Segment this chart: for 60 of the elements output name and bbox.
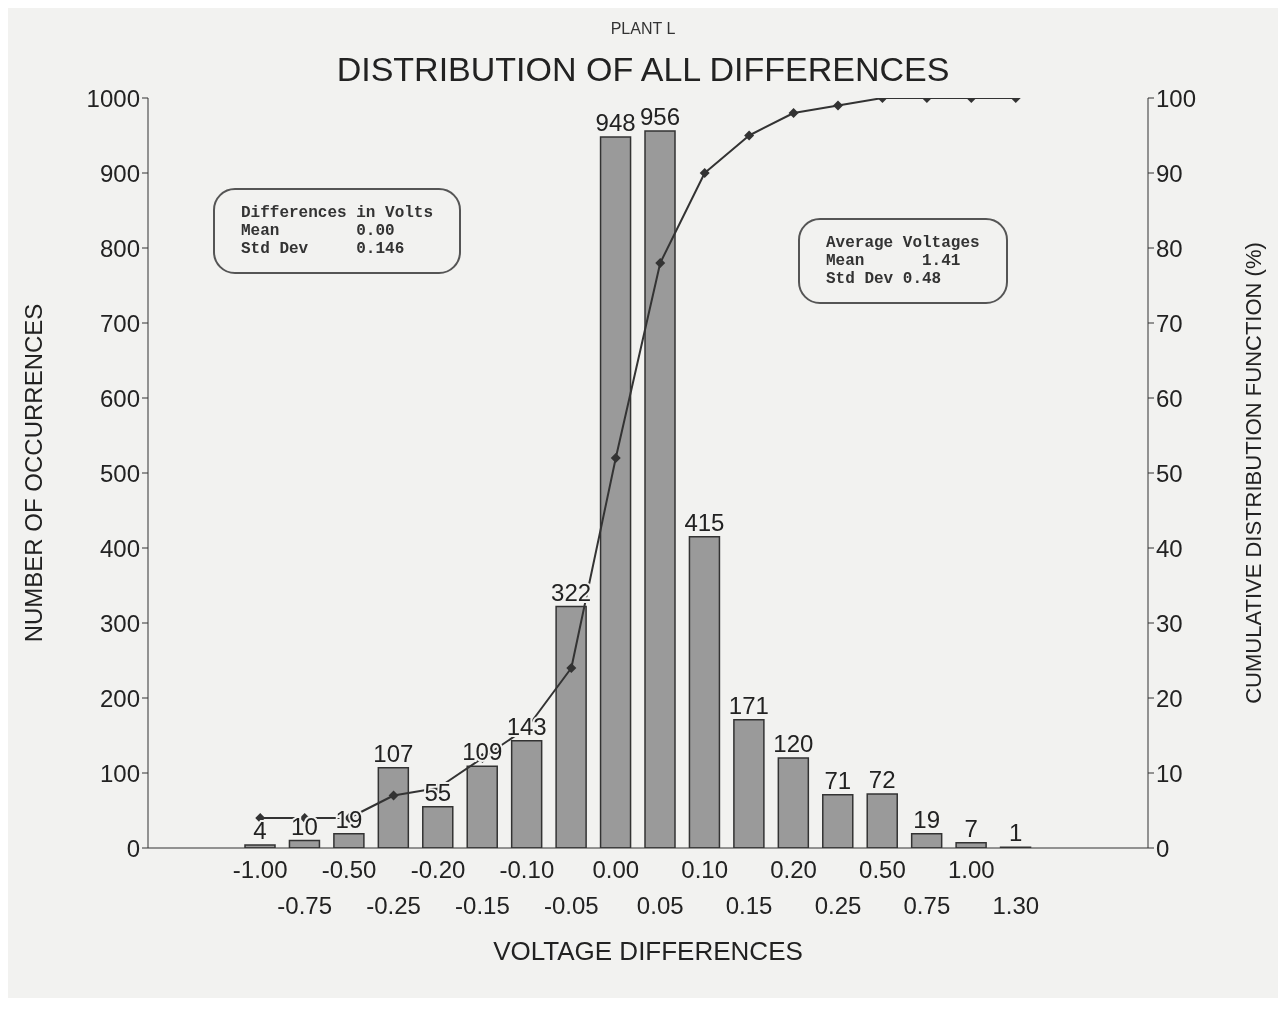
data-label: 71 — [824, 766, 852, 794]
y-tick-label: 300 — [99, 609, 140, 637]
x-tick-label: 0.25 — [814, 892, 862, 919]
y-tick-label: 900 — [99, 159, 140, 187]
x-tick-label: 0.50 — [859, 856, 906, 883]
y2-tick-label: 40 — [1156, 534, 1183, 562]
y2-tick-label: 90 — [1156, 159, 1183, 187]
data-label: 10 — [291, 812, 318, 840]
y-tick-label: 0 — [126, 834, 140, 862]
y-axis-title: NUMBER OF OCCURRENCES — [19, 303, 47, 643]
data-label: 19 — [913, 805, 941, 833]
x-tick-label: -0.25 — [366, 892, 421, 919]
data-label: 415 — [684, 508, 725, 536]
data-label: 120 — [773, 730, 814, 757]
y-tick-label: 600 — [99, 384, 140, 412]
data-label: 956 — [639, 103, 681, 130]
x-tick-label: -0.20 — [410, 856, 466, 883]
rounded-text-box: Average Voltages Mean 1.41 Std Dev 0.48 — [798, 218, 1008, 304]
y2-tick-label: 60 — [1156, 384, 1183, 412]
x-tick-label: 1.00 — [947, 856, 995, 883]
data-label: 4 — [253, 817, 267, 844]
y-tick-label: 700 — [99, 309, 140, 337]
y-tick-label: 1000 — [86, 84, 140, 112]
y-tick-label: 800 — [99, 234, 140, 262]
x-tick-label: 0.75 — [903, 892, 951, 919]
y2-tick-label: 20 — [1156, 684, 1183, 712]
y2-tick-label: 50 — [1156, 459, 1183, 487]
y-tick-label: 400 — [99, 534, 140, 562]
data-label: 107 — [373, 739, 414, 767]
data-label: 948 — [595, 109, 636, 136]
y-tick-label: 100 — [99, 759, 140, 787]
x-tick-label: 0.00 — [592, 856, 640, 883]
data-label: 72 — [868, 766, 896, 793]
y-tick-label: 500 — [99, 459, 140, 487]
x-tick-label: -0.15 — [455, 892, 510, 919]
chart-subtitle: PLANT L — [609, 20, 677, 38]
x-tick-label: 1.30 — [992, 892, 1040, 919]
x-tick-label: -0.50 — [321, 856, 377, 883]
x-tick-label: -0.75 — [277, 892, 333, 919]
x-tick-label: 0.10 — [681, 856, 729, 883]
x-tick-label: 0.15 — [725, 892, 773, 919]
data-label: 7 — [964, 814, 978, 842]
data-label: 1 — [1008, 819, 1023, 847]
y2-tick-label: 80 — [1156, 234, 1183, 262]
chart-title: DISTRIBUTION OF ALL DIFFERENCES — [336, 50, 950, 88]
x-tick-label: 0.20 — [770, 856, 817, 883]
y2-tick-label: 70 — [1156, 309, 1183, 337]
y2-tick-label: 30 — [1156, 609, 1183, 637]
y-tick-label: 200 — [99, 684, 140, 712]
x-tick-label: -0.05 — [543, 892, 599, 919]
y2-tick-label: 100 — [1156, 84, 1197, 112]
y2-tick-label: 10 — [1156, 759, 1183, 787]
y2-tick-label: 0 — [1156, 834, 1170, 862]
x-tick-label: 0.05 — [636, 892, 684, 919]
x-tick-label: -1.00 — [232, 856, 288, 883]
x-tick-label: -0.10 — [499, 856, 555, 883]
y2-axis-title: CUMULATIVE DISTRIBUTION FUNCTION (%) — [1240, 242, 1266, 704]
rounded-text-box: Differences in Volts Mean 0.00 Std Dev 0.146 — [213, 188, 462, 274]
x-axis-title: VOLTAGE DIFFERENCES — [493, 936, 803, 966]
data-label: 171 — [728, 691, 769, 719]
